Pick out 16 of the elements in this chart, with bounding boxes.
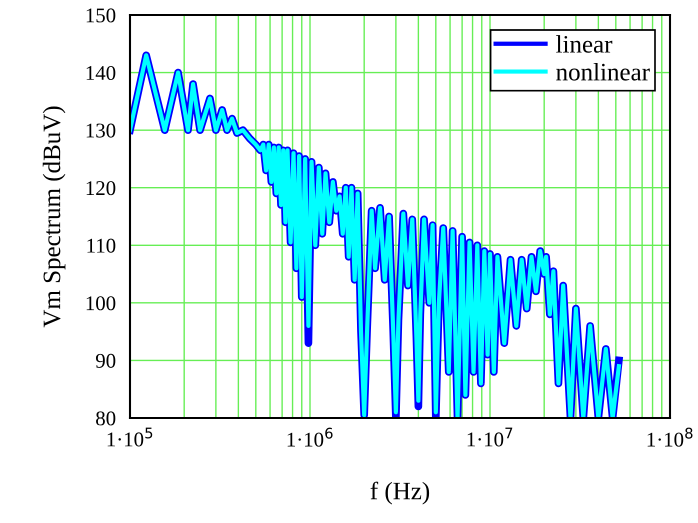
y-tick-label: 130 — [86, 124, 116, 138]
x-tick-label: 1·10$^{8}$ — [648, 428, 692, 447]
y-tick-label: 150 — [86, 8, 116, 22]
x-tick-label: 1·10$^{7}$ — [468, 428, 512, 446]
y-tick-label: 140 — [86, 66, 116, 80]
x-tick-label: 1·10$^{6}$ — [288, 428, 333, 447]
legend-label: linear — [556, 35, 612, 53]
y-tick-label: 120 — [86, 181, 116, 196]
x-axis-title: f (Hz) — [370, 482, 430, 505]
y-tick-label: 80 — [96, 411, 116, 426]
x-tick-label: 1·10$^{5}$ — [108, 428, 152, 446]
legend-label: nonlinear — [556, 62, 650, 81]
y-tick-label: 90 — [96, 354, 116, 368]
y-tick-label: 100 — [86, 296, 116, 310]
y-tick-label: 110 — [87, 238, 116, 253]
y-axis-title: Vm Spectrum (dBuV) — [42, 106, 66, 328]
